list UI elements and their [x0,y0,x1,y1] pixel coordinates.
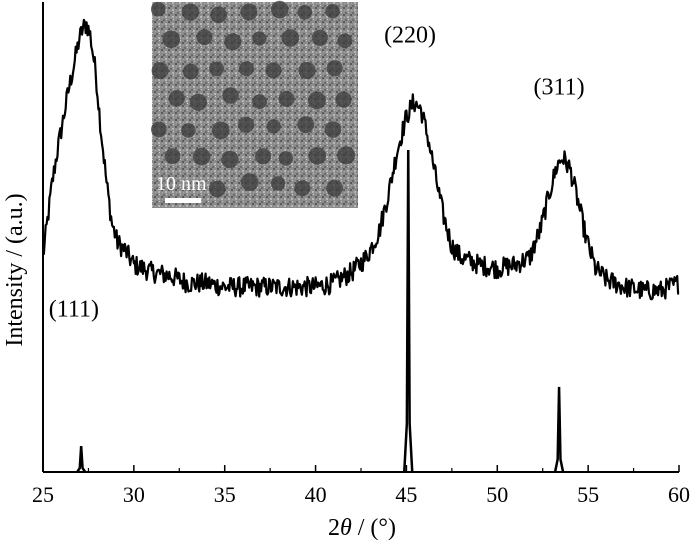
peak-label: (311) [534,75,585,101]
nanoparticle [240,173,259,192]
nanoparticles [150,0,356,198]
reference-peak [402,150,414,473]
x-tick-label: 55 [577,482,599,507]
measured-pattern [42,18,680,301]
nanoparticle [252,94,267,110]
nanoparticle [324,121,342,138]
nanoparticle [222,87,239,104]
nanoparticle [181,123,196,138]
nanoparticle [151,121,167,138]
nanoparticle [311,29,328,46]
reference-peak [553,386,565,473]
nanoparticle [164,148,181,165]
nanoparticle [308,91,326,110]
nanoparticle [294,180,311,197]
nanoparticle [224,33,242,51]
reference-pattern [76,150,565,473]
x-axis-title: 2θ / (°) [328,515,396,541]
nanoparticle [337,33,353,49]
nanoparticle [270,176,286,191]
scale-bar-label: 10 nm [156,173,207,195]
x-axis-ticks: 25 30 35 40 45 50 55 60 [32,465,690,507]
nanoparticle [270,0,289,19]
x-tick-label: 35 [214,482,236,507]
nanoparticle [209,61,225,77]
y-axis-title: Intensity / (a.u.) [2,193,28,346]
nanoparticle [335,91,352,108]
nanoparticle [281,29,300,47]
x-tick-label: 25 [32,482,54,507]
nanoparticle [308,147,327,165]
nanoparticle [209,180,226,198]
nanoparticle [168,90,185,107]
nanoparticle [196,29,213,46]
nanoparticle [325,4,340,19]
x-tick-label: 60 [668,482,690,507]
nanoparticle [189,93,207,111]
peak-label: (111) [49,297,99,323]
nanoparticle [297,5,313,20]
nanoparticle [278,90,295,107]
nanoparticle [266,119,281,134]
reference-peak [76,446,87,473]
nanoparticle [297,116,315,133]
tem-inset: 10 nm [150,0,358,208]
nanoparticle [162,30,180,49]
nanoparticle [210,6,227,24]
measured-line [42,18,680,301]
x-tick-label: 30 [123,482,145,507]
nanoparticle [278,151,293,166]
scale-bar [165,198,201,203]
nanoparticle [255,148,272,165]
nanoparticle [182,63,199,80]
x-tick-label: 40 [305,482,327,507]
nanoparticle [337,146,356,165]
x-tick-label: 45 [395,482,417,507]
nanoparticle [326,60,343,77]
nanoparticle [265,62,282,79]
nanoparticle [240,3,258,21]
x-tick-label: 50 [486,482,508,507]
nanoparticle [150,1,166,17]
nanoparticle [151,62,169,80]
nanoparticle [298,62,316,80]
nanoparticle [238,116,255,133]
nanoparticle [238,61,254,77]
nanoparticle [181,3,200,21]
nanoparticle [326,179,343,197]
nanoparticle [252,31,267,46]
nanoparticle [221,150,239,169]
nanoparticle [192,147,211,166]
nanoparticle [211,121,230,140]
peak-labels: (111) (220) (311) [49,23,585,323]
peak-label: (220) [384,23,436,49]
